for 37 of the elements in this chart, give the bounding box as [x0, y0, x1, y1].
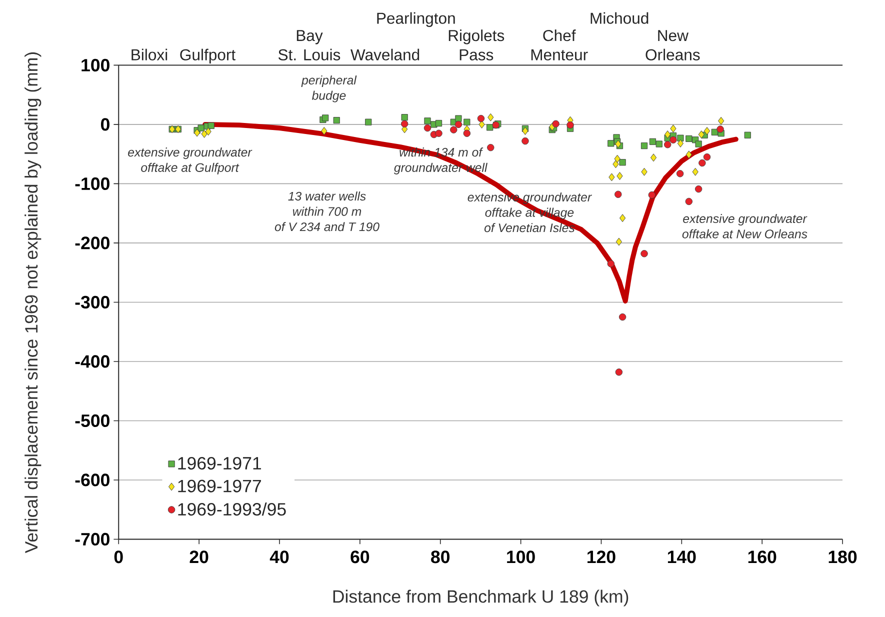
x-tick-label: 120 [588, 550, 616, 564]
text: Waveland [350, 48, 420, 60]
y-tick-label: -100 [75, 177, 110, 190]
legend-label: 1969-1993/95 [178, 502, 286, 516]
x-tick-label: 60 [350, 550, 370, 564]
y-tick-label: -600 [75, 474, 110, 486]
y-tick-label: -300 [75, 296, 110, 308]
y-tick-label: 0 [101, 118, 110, 131]
x-axis-title: Distance from Benchmark U 189 (km) [333, 590, 628, 606]
x-tick-label: 20 [190, 550, 208, 564]
x-tick-label: 160 [748, 550, 776, 564]
text: Pearlington [377, 12, 455, 27]
annotation: extensive groundwater offtake at Gulfport [128, 147, 252, 174]
annotation: extensive groundwater offtake at New Orleans [682, 214, 808, 238]
y-axis-title: Vertical displacement since 1969 not explained by loading (mm) [24, 52, 42, 553]
x-tick-label: 140 [668, 550, 696, 564]
y-tick-label: -200 [75, 236, 110, 250]
text: New Orleans [646, 30, 700, 60]
x-tick-label: 80 [431, 550, 450, 564]
text: Gulfport [180, 48, 236, 64]
legend-label: 1969-1971 [178, 456, 261, 470]
text: Michoud [590, 12, 648, 24]
annotation: peripheral budge [301, 75, 357, 102]
y-tick-label: -400 [75, 355, 110, 368]
text: Chef Menteur [531, 29, 588, 60]
y-tick-label: -500 [75, 414, 110, 427]
text: Biloxi [132, 48, 168, 60]
annotation: 13 water wells within 700 m of V 234 and T 190 [274, 191, 380, 232]
text: Bay St. Louis [278, 30, 340, 60]
text: Rigolets Pass [448, 29, 504, 60]
y-tick-label: -700 [75, 532, 110, 546]
x-tick-label: 100 [507, 550, 535, 564]
x-tick-label: 0 [114, 550, 123, 564]
x-tick-label: 180 [828, 550, 857, 564]
legend-label: 1969-1977 [178, 480, 261, 492]
y-tick-label: 100 [82, 58, 110, 72]
x-tick-label: 40 [270, 550, 289, 564]
